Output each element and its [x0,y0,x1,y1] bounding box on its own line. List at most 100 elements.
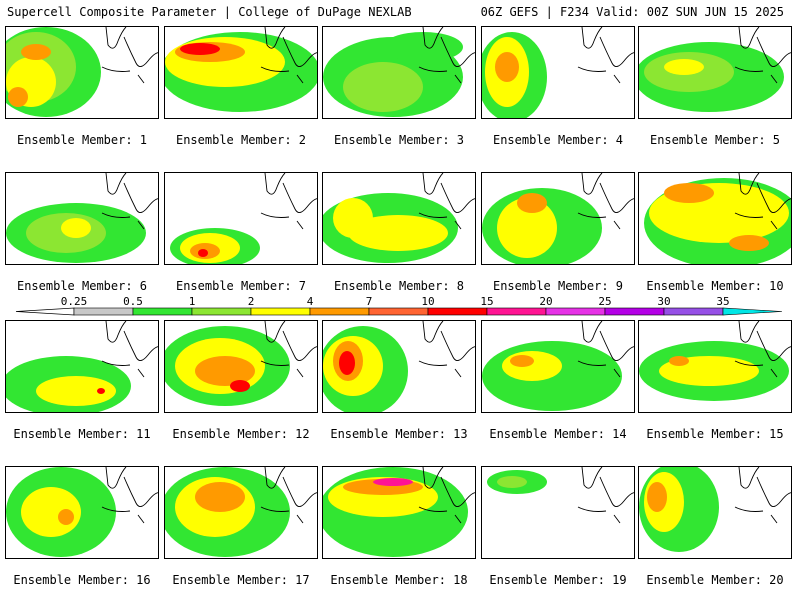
colorbar-tick-label: 35 [716,296,729,308]
great-lakes-outline [577,321,634,378]
scp-contour-region [36,376,116,406]
color-scale-svg: 0.25 0.5 1 2 4 7 10 15 20 25 30 35 [15,296,783,316]
ensemble-map-panel [638,466,792,559]
great-lakes-outline [260,27,317,84]
ensemble-map-panel [164,172,318,265]
ensemble-map-svg [639,467,791,552]
ensemble-member-label: Ensemble Member: 9 [492,279,624,293]
ensemble-map-svg [165,467,317,557]
ensemble-map-svg [323,27,475,117]
ensemble-map-panel [481,320,635,413]
ensemble-member-label: Ensemble Member: 5 [649,133,781,147]
scp-contour-region [21,44,51,60]
great-lakes-outline [734,467,791,524]
ensemble-map-svg [323,467,475,557]
ensemble-member-label: Ensemble Member: 19 [489,573,627,587]
colorbar-swatch [368,307,429,316]
scp-contour-region [97,388,105,394]
ensemble-member-label: Ensemble Member: 16 [13,573,151,587]
colorbar-tick-label: 30 [657,296,670,308]
scp-contour-region [198,249,208,257]
scp-contour-region [333,198,373,238]
ensemble-map-svg [323,321,475,412]
scp-contour-region [58,509,74,525]
great-lakes-outline [734,321,791,378]
scp-contour-region [497,198,557,258]
great-lakes-outline [418,27,475,84]
ensemble-member-label: Ensemble Member: 3 [333,133,465,147]
ensemble-map-panel [164,26,318,119]
color-scale-bar: 0.25 0.5 1 2 4 7 10 15 20 25 30 35 [0,296,800,320]
great-lakes-outline [260,467,317,524]
colorbar-swatch [132,307,193,316]
ensemble-map-svg [165,321,317,406]
scp-contour-region [729,235,769,251]
colorbar-tick-label: 20 [539,296,552,308]
ensemble-map-svg [482,173,634,264]
scp-contour-region [647,482,667,512]
scp-contour-region [669,356,689,366]
scp-contour-region [664,183,714,203]
scp-contour-region [339,351,355,375]
great-lakes-outline [577,467,634,524]
great-lakes-outline [418,467,475,524]
colorbar-swatch [486,307,547,316]
ensemble-map-panel [481,172,635,265]
ensemble-member-label: Ensemble Member: 20 [646,573,784,587]
colorbar-tick-label: 15 [480,296,493,308]
run-valid-time: 06Z GEFS | F234 Valid: 00Z SUN JUN 15 20… [480,5,784,19]
ensemble-map-svg [644,173,791,264]
scp-contour-region [195,356,255,386]
great-lakes-outline [260,173,317,230]
colorbar-tick-label: 10 [421,296,434,308]
ensemble-map-panel [322,320,476,413]
ensemble-map-panel [638,26,792,119]
great-lakes-outline [101,321,158,378]
great-lakes-outline [734,27,791,84]
colorbar-tick-label: 0.5 [123,296,143,308]
ensemble-map-panel [322,466,476,559]
scp-contour-region [195,482,245,512]
colorbar-swatch [545,307,606,316]
great-lakes-outline [418,173,475,230]
ensemble-member-label: Ensemble Member: 7 [175,279,307,293]
colorbar-tick-label: 4 [307,296,314,308]
ensemble-map-panel [481,466,635,559]
chart-title: Supercell Composite Parameter | College … [7,5,412,19]
ensemble-map-panel [5,466,159,559]
ensemble-member-label: Ensemble Member: 8 [333,279,465,293]
ensemble-map-svg [487,467,634,524]
great-lakes-outline [260,321,317,378]
colorbar-swatch [191,307,252,316]
ensemble-member-label: Ensemble Member: 2 [175,133,307,147]
colorbar-swatch [604,307,665,316]
scp-contour-region [230,380,250,392]
ensemble-map-svg [482,321,634,411]
ensemble-map-panel [5,26,159,119]
ensemble-map-panel [164,466,318,559]
scp-contour-region [502,351,562,381]
colorbar-tick-label: 2 [248,296,255,308]
scp-contour-region [61,218,91,238]
colorbar-tick-label: 0.25 [61,296,88,308]
colorbar-tick-label: 1 [189,296,196,308]
ensemble-map-svg [6,321,158,412]
ensemble-member-label: Ensemble Member: 1 [16,133,148,147]
scp-contour-region [8,87,28,107]
scp-contour-region [348,215,448,251]
ensemble-member-label: Ensemble Member: 4 [492,133,624,147]
ensemble-map-svg [170,173,317,264]
ensemble-member-label: Ensemble Member: 13 [330,427,468,441]
ensemble-map-panel [5,320,159,413]
ensemble-member-label: Ensemble Member: 15 [646,427,784,441]
colorbar-tick-label: 7 [366,296,373,308]
ensemble-map-svg [639,321,791,401]
colorbar-left-arrow [15,307,75,316]
ensemble-map-svg [165,27,317,112]
scp-contour-region [497,476,527,488]
colorbar-swatch [309,307,370,316]
scp-contour-region [180,43,220,55]
ensemble-map-panel [322,172,476,265]
colorbar-swatch [73,307,134,316]
ensemble-member-label: Ensemble Member: 18 [330,573,468,587]
